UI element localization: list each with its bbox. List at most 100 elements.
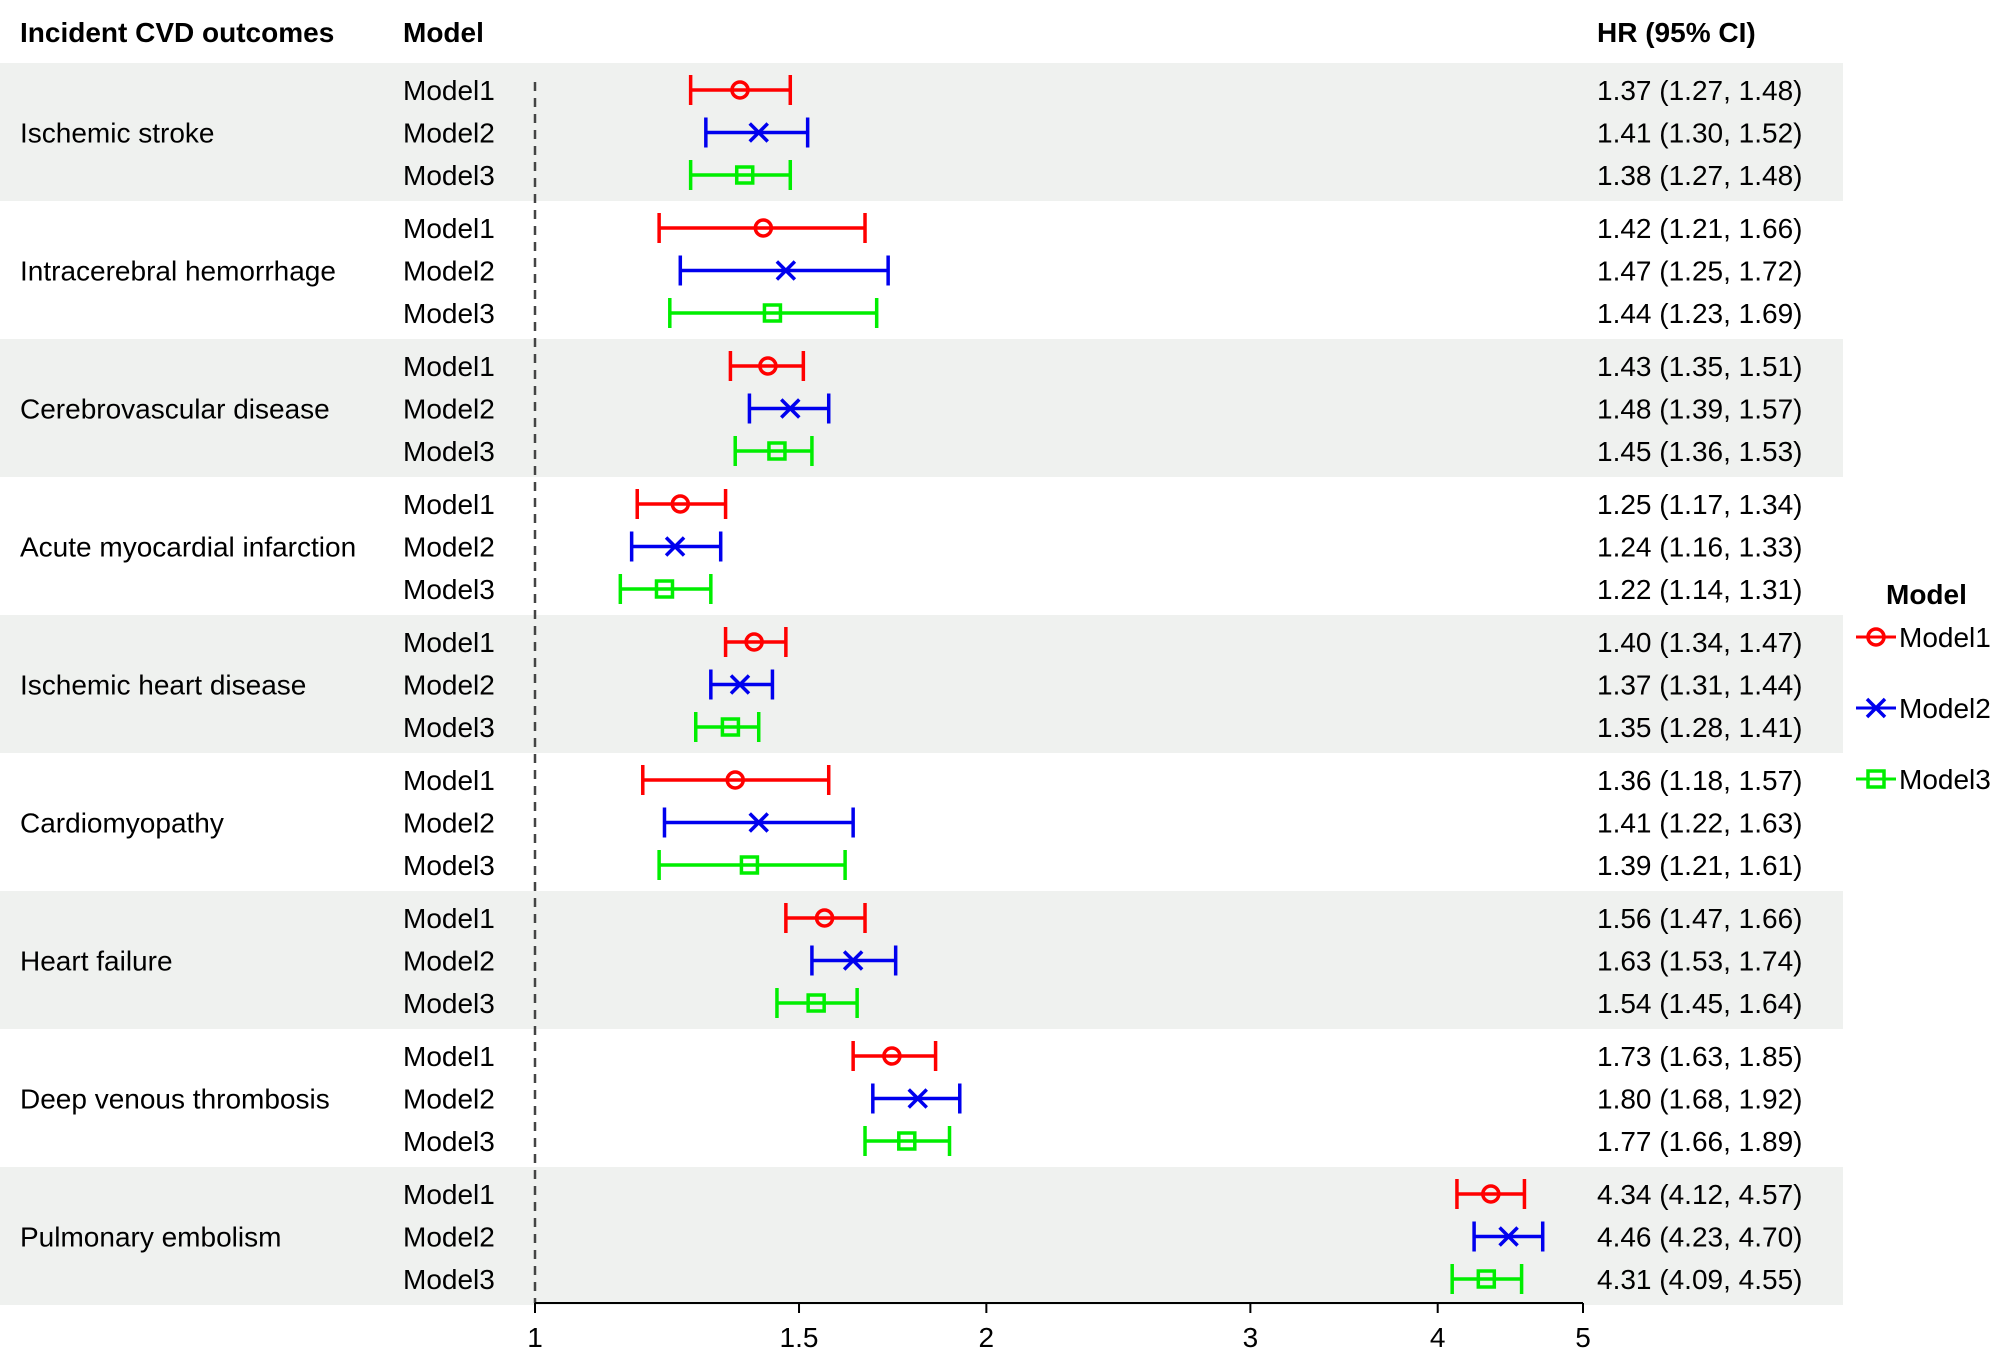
hr-ci-label: 1.80 (1.68, 1.92) xyxy=(1597,1084,1802,1115)
row-band xyxy=(0,63,1843,201)
ci-row xyxy=(618,574,713,604)
hr-ci-label: 1.37 (1.31, 1.44) xyxy=(1597,670,1802,701)
hr-ci-label: 1.43 (1.35, 1.51) xyxy=(1597,351,1802,382)
x-axis: 1 1.5 2 3 4 5 xyxy=(527,1302,1591,1353)
row-band xyxy=(0,891,1843,1029)
hr-point xyxy=(767,441,787,461)
hr-ci-label: 1.44 (1.23, 1.69) xyxy=(1597,298,1802,329)
x-tick-label: 4 xyxy=(1430,1322,1446,1353)
ci-row xyxy=(693,712,761,742)
legend-label: Model3 xyxy=(1899,764,1991,795)
outcome-label: Pulmonary embolism xyxy=(20,1222,281,1253)
ci-row xyxy=(662,807,855,838)
model-label: Model3 xyxy=(403,298,495,329)
hr-point xyxy=(882,1046,902,1066)
ci-row xyxy=(728,351,806,381)
ci-row xyxy=(784,903,867,933)
ci-row xyxy=(1450,1264,1524,1294)
model-label: Model1 xyxy=(403,351,495,382)
hr-point xyxy=(897,1131,917,1151)
model-label: Model1 xyxy=(403,213,495,244)
model-label: Model3 xyxy=(403,574,495,605)
model-label: Model1 xyxy=(403,489,495,520)
ci-row xyxy=(810,945,898,976)
hr-point xyxy=(780,398,801,419)
plot-marks xyxy=(618,75,1545,1294)
hr-ci-label: 1.48 (1.39, 1.57) xyxy=(1597,394,1802,425)
header-hr: HR (95% CI) xyxy=(1597,17,1756,48)
ci-row xyxy=(747,393,831,424)
hr-point xyxy=(664,536,686,557)
header-outcome: Incident CVD outcomes xyxy=(20,17,334,48)
outcome-label: Cardiomyopathy xyxy=(20,808,224,839)
ci-row xyxy=(657,213,867,243)
hr-point xyxy=(670,494,691,514)
legend-marker xyxy=(1866,627,1886,647)
legend-item: Model2 xyxy=(1856,693,1991,724)
hr-point xyxy=(730,80,750,100)
model-label: Model1 xyxy=(403,765,495,796)
ci-row xyxy=(1472,1221,1545,1252)
hr-point xyxy=(744,632,764,652)
model-label: Model1 xyxy=(403,627,495,658)
hr-point xyxy=(654,579,675,599)
hr-point xyxy=(739,855,760,875)
hr-ci-label: 1.47 (1.25, 1.72) xyxy=(1597,256,1802,287)
hr-ci-label: 1.36 (1.18, 1.57) xyxy=(1597,765,1802,796)
ci-row xyxy=(688,160,793,190)
hr-point xyxy=(734,165,755,185)
model-label: Model2 xyxy=(403,256,495,287)
hr-point xyxy=(725,770,745,790)
model-label: Model2 xyxy=(403,394,495,425)
hr-ci-label: 4.46 (4.23, 4.70) xyxy=(1597,1222,1802,1253)
model-label: Model2 xyxy=(403,670,495,701)
model-label: Model2 xyxy=(403,1222,495,1253)
ci-row xyxy=(629,531,723,562)
row-bands xyxy=(0,63,1843,1305)
ci-row xyxy=(688,75,793,105)
ci-row xyxy=(709,669,775,700)
x-tick-label: 3 xyxy=(1243,1322,1259,1353)
ci-row xyxy=(657,850,847,880)
hr-point xyxy=(842,950,864,971)
hr-point xyxy=(720,717,741,737)
x-tick-label: 1.5 xyxy=(780,1322,819,1353)
hr-ci-label: 1.25 (1.17, 1.34) xyxy=(1597,489,1802,520)
hr-ci-label: 1.40 (1.34, 1.47) xyxy=(1597,627,1802,658)
hr-ci-label: 1.37 (1.27, 1.48) xyxy=(1597,75,1802,106)
hr-ci-label: 1.42 (1.21, 1.66) xyxy=(1597,213,1802,244)
hr-point xyxy=(775,260,797,281)
hr-point xyxy=(1481,1184,1501,1204)
outcome-label: Ischemic heart disease xyxy=(20,670,306,701)
x-tick-label: 2 xyxy=(979,1322,995,1353)
ci-row xyxy=(635,489,728,519)
model-label: Model2 xyxy=(403,1084,495,1115)
hr-point xyxy=(1476,1269,1497,1289)
hr-ci-label: 1.41 (1.30, 1.52) xyxy=(1597,118,1802,149)
hr-ci-label: 4.31 (4.09, 4.55) xyxy=(1597,1264,1802,1295)
ci-row xyxy=(723,627,788,657)
hr-point xyxy=(1498,1226,1519,1247)
hr-ci-label: 1.77 (1.66, 1.89) xyxy=(1597,1126,1802,1157)
ci-row xyxy=(678,255,890,286)
model-label: Model2 xyxy=(403,118,495,149)
hr-ci-label: 1.24 (1.16, 1.33) xyxy=(1597,532,1802,563)
ci-row xyxy=(871,1083,962,1114)
ci-row xyxy=(668,298,879,328)
model-label: Model1 xyxy=(403,903,495,934)
hr-point xyxy=(907,1088,928,1109)
ci-row xyxy=(704,117,810,148)
legend-label: Model1 xyxy=(1899,622,1991,653)
legend-label: Model2 xyxy=(1899,693,1991,724)
legend-marker xyxy=(1865,697,1887,719)
hr-point xyxy=(729,674,751,695)
row-band xyxy=(0,339,1843,477)
hr-ci-label: 1.63 (1.53, 1.74) xyxy=(1597,946,1802,977)
model-label: Model3 xyxy=(403,850,495,881)
model-label: Model3 xyxy=(403,1126,495,1157)
model-label: Model1 xyxy=(403,1041,495,1072)
model-label: Model1 xyxy=(403,1179,495,1210)
ci-row xyxy=(1455,1179,1527,1209)
ci-row xyxy=(733,436,814,466)
